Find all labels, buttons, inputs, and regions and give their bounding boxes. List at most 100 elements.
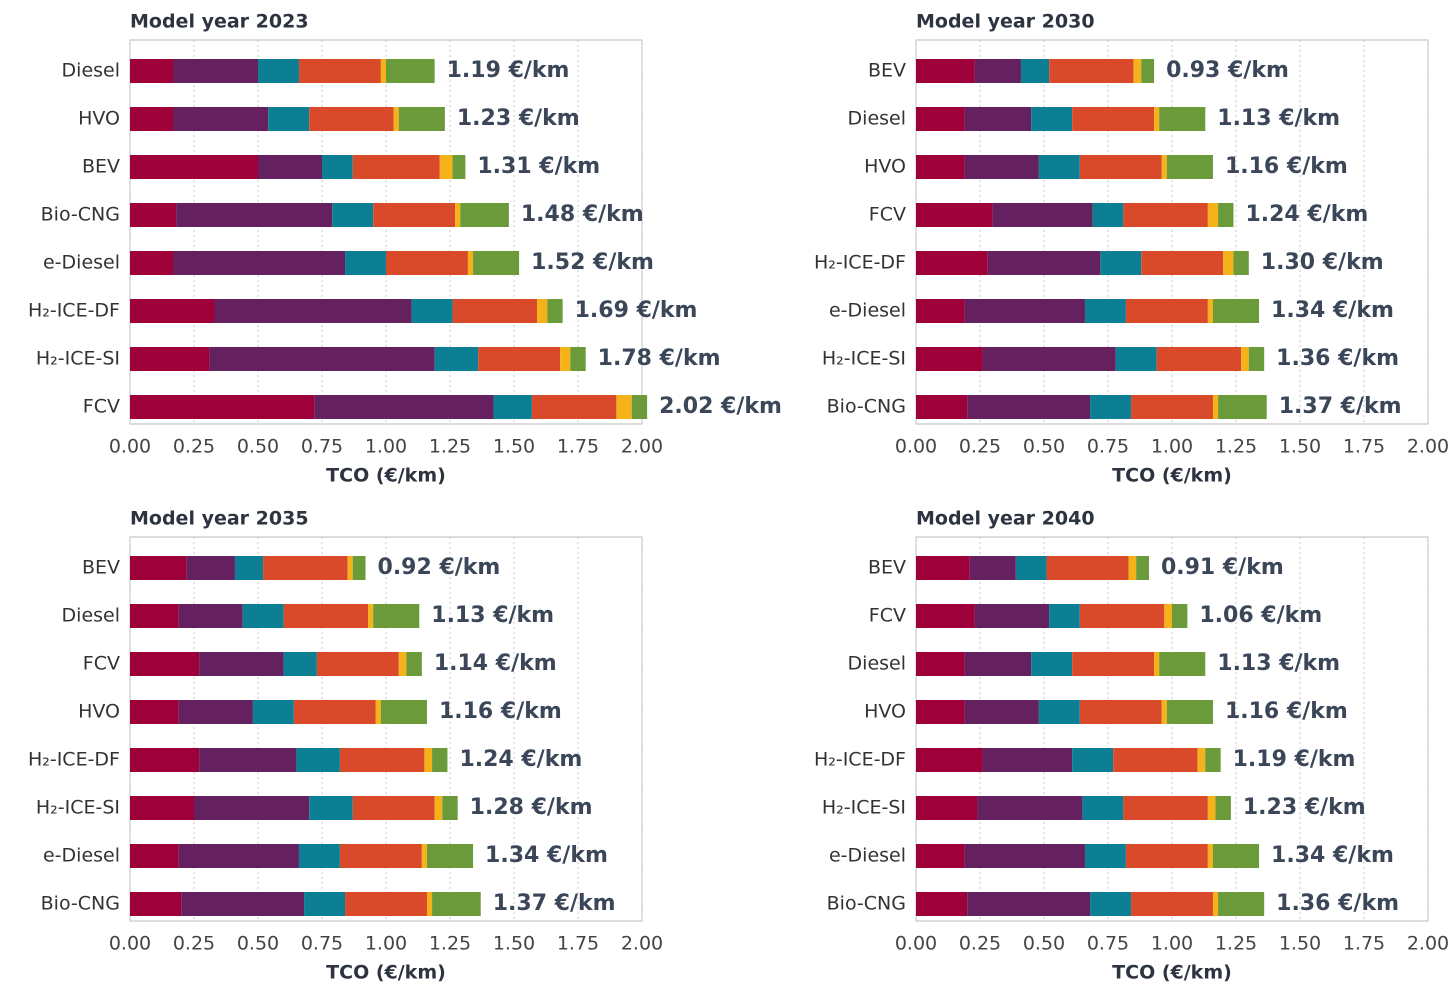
bar-segment xyxy=(181,892,305,916)
bar-segment xyxy=(411,299,453,323)
category-label: HVO xyxy=(864,701,906,723)
bar-segment xyxy=(982,347,1116,371)
bar-segment xyxy=(263,556,348,580)
bar-segment xyxy=(252,700,294,724)
bar-segment xyxy=(130,395,315,419)
bar-segment xyxy=(1159,107,1206,131)
bar-segment xyxy=(1212,299,1260,323)
x-tick-label: 1.25 xyxy=(429,436,471,458)
bar-segment xyxy=(1072,107,1155,131)
bar-segment xyxy=(258,155,322,179)
bar-segment xyxy=(992,203,1093,227)
x-tick-label: 0.50 xyxy=(237,933,279,955)
bar-segment xyxy=(964,299,1085,323)
bar-segment xyxy=(1241,347,1249,371)
bar-segment xyxy=(173,59,258,83)
bar-segment xyxy=(916,155,965,179)
x-tick-label: 0.25 xyxy=(173,933,215,955)
bar-segment xyxy=(398,652,407,676)
x-tick-label: 0.00 xyxy=(109,436,151,458)
bar-segment xyxy=(1248,347,1265,371)
bar-segment xyxy=(1090,395,1132,419)
bar-segment xyxy=(916,107,965,131)
total-label: 1.48 €/km xyxy=(521,202,644,227)
bar-segment xyxy=(1212,395,1219,419)
bar-segment xyxy=(916,844,965,868)
bar-segment xyxy=(1082,796,1124,820)
x-tick-label: 1.25 xyxy=(1215,436,1257,458)
bar-segment xyxy=(1141,251,1224,275)
bar-segment xyxy=(1020,59,1050,83)
bar-segment xyxy=(345,892,427,916)
bar-segment xyxy=(977,796,1083,820)
x-tick-label: 0.75 xyxy=(301,933,343,955)
total-label: 2.02 €/km xyxy=(659,394,782,419)
category-label: FCV xyxy=(869,204,906,226)
bar-segment xyxy=(616,395,632,419)
bar-segment xyxy=(432,892,481,916)
category-label: H₂-ICE-SI xyxy=(822,797,906,819)
category-label: e-Diesel xyxy=(43,252,120,274)
bar-segment xyxy=(178,844,299,868)
bar-segment xyxy=(1205,748,1221,772)
bar-segment xyxy=(967,395,1091,419)
bar-segment xyxy=(452,155,466,179)
category-label: FCV xyxy=(83,396,120,418)
bar-segment xyxy=(560,347,571,371)
bar-segment xyxy=(199,748,297,772)
bar-segment xyxy=(916,556,970,580)
bar-segment xyxy=(386,251,468,275)
x-tick-label: 0.00 xyxy=(895,436,937,458)
bar-segment xyxy=(1046,556,1129,580)
bar-segment xyxy=(426,844,474,868)
bar-segment xyxy=(130,892,182,916)
category-label: HVO xyxy=(78,108,120,130)
bar-segment xyxy=(1131,395,1213,419)
bar-segment xyxy=(916,604,975,628)
x-tick-label: 1.50 xyxy=(493,436,535,458)
category-label: BEV xyxy=(868,60,906,82)
bar-segment xyxy=(1233,251,1249,275)
bar-segment xyxy=(1156,347,1242,371)
bar-segment xyxy=(332,203,374,227)
bar-segment xyxy=(1197,748,1206,772)
bar-segment xyxy=(345,251,386,275)
bar-segment xyxy=(1128,556,1137,580)
x-tick-label: 1.00 xyxy=(365,436,407,458)
bar-segment xyxy=(130,203,177,227)
bar-segment xyxy=(1125,844,1208,868)
bar-segment xyxy=(373,604,420,628)
bar-segment xyxy=(1072,652,1155,676)
bar-segment xyxy=(1166,700,1213,724)
category-label: Bio-CNG xyxy=(41,204,120,226)
x-tick-label: 2.00 xyxy=(1407,436,1449,458)
bar-segment xyxy=(1031,652,1073,676)
total-label: 1.14 €/km xyxy=(434,651,557,676)
x-axis-label: TCO (€/km) xyxy=(326,962,446,984)
chart-title: Model year 2030 xyxy=(916,11,1095,33)
x-tick-label: 2.00 xyxy=(621,933,663,955)
x-tick-label: 1.50 xyxy=(493,933,535,955)
total-label: 1.06 €/km xyxy=(1199,603,1322,628)
bar-segment xyxy=(130,700,179,724)
bar-segment xyxy=(434,347,479,371)
x-tick-label: 1.25 xyxy=(429,933,471,955)
total-label: 1.13 €/km xyxy=(1217,106,1340,131)
bar-segment xyxy=(130,251,174,275)
bar-segment xyxy=(242,604,284,628)
bar-segment xyxy=(537,299,548,323)
category-label: Diesel xyxy=(62,60,120,82)
bar-segment xyxy=(293,700,376,724)
bar-segment xyxy=(199,652,284,676)
bar-segment xyxy=(1079,700,1162,724)
bar-segment xyxy=(130,652,200,676)
bar-segment xyxy=(352,796,435,820)
x-tick-label: 0.25 xyxy=(959,933,1001,955)
category-label: Diesel xyxy=(848,653,906,675)
bar-segment xyxy=(493,395,532,419)
bar-segment xyxy=(426,892,433,916)
bar-segment xyxy=(434,796,443,820)
x-tick-label: 1.75 xyxy=(1343,933,1385,955)
bar-segment xyxy=(309,107,394,131)
